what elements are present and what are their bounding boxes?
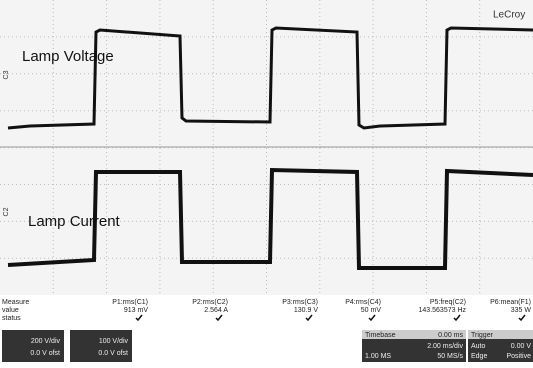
channel-offset: 0.0 V ofst bbox=[98, 350, 128, 357]
param-name: P2:rms(C2) bbox=[192, 299, 228, 306]
timebase-rate: 50 MS/s bbox=[437, 353, 463, 360]
param-name: P6:mean(F1) bbox=[490, 299, 531, 306]
param-value: 913 mV bbox=[124, 307, 148, 314]
channel-marker: C3 bbox=[3, 70, 10, 79]
channel-offset: 0.0 V ofst bbox=[30, 350, 60, 357]
channel-box[interactable] bbox=[70, 330, 132, 362]
param-value: 2.564 A bbox=[204, 307, 228, 314]
trace-label: Lamp Current bbox=[28, 213, 121, 230]
timebase-samples: 1.00 MS bbox=[365, 353, 391, 360]
status-check bbox=[453, 314, 461, 322]
timebase-scale: 2.00 ms/div bbox=[427, 343, 463, 350]
channel-box[interactable] bbox=[2, 330, 64, 362]
param-name: P4:rms(C4) bbox=[345, 299, 381, 306]
current-trace bbox=[7, 167, 533, 270]
measure-header: value bbox=[2, 307, 19, 314]
trace-label: Lamp Voltage bbox=[22, 48, 114, 65]
trigger-mode: Auto bbox=[471, 343, 486, 350]
status-check bbox=[518, 314, 526, 322]
channel-marker: C2 bbox=[3, 207, 10, 216]
trigger-slope: Positive bbox=[506, 353, 531, 360]
trigger-title: Trigger bbox=[471, 332, 494, 339]
param-name: P3:rms(C3) bbox=[282, 299, 318, 306]
channel-scale: 200 V/div bbox=[31, 338, 61, 345]
param-name: P5:freq(C2) bbox=[430, 299, 466, 306]
param-name: P1:rms(C1) bbox=[112, 299, 148, 306]
trigger-type: Edge bbox=[471, 353, 487, 360]
timebase-delay: 0.00 ms bbox=[438, 332, 463, 339]
status-check bbox=[215, 314, 223, 322]
status-check bbox=[135, 314, 143, 322]
channel-scale: 100 V/div bbox=[99, 338, 129, 345]
timebase-title: Timebase bbox=[365, 332, 396, 339]
status-check bbox=[368, 314, 376, 322]
grid bbox=[0, 0, 533, 295]
status-check bbox=[305, 314, 313, 322]
trigger-level: 0.00 V bbox=[511, 343, 532, 350]
param-value: 130.9 V bbox=[294, 307, 318, 314]
param-value: 335 W bbox=[511, 307, 532, 314]
param-value: 143.563573 Hz bbox=[419, 307, 467, 314]
brand: LeCroy bbox=[493, 10, 525, 21]
measure-header: status bbox=[2, 315, 21, 322]
param-value: 50 mV bbox=[361, 307, 382, 314]
voltage-trace bbox=[7, 26, 533, 130]
params: P1:rms(C1)913 mV P2:rms(C2)2.564 A P3:rms(… bbox=[112, 299, 532, 322]
measure-header: Measure bbox=[2, 299, 29, 306]
